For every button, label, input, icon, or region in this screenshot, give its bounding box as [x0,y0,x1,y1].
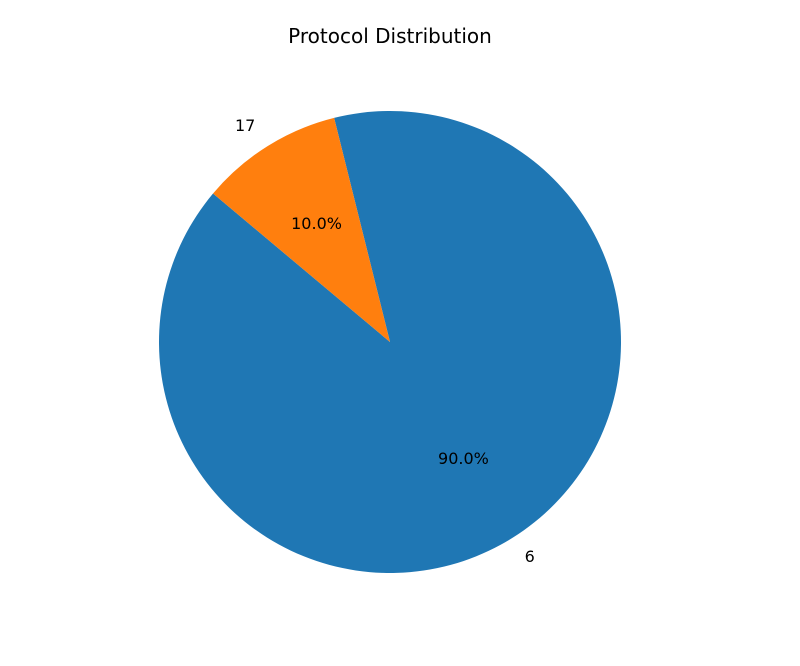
slice-label-6: 6 [525,547,535,566]
slice-label-17: 17 [235,116,255,135]
pie-slice-17 [213,117,390,342]
pie-labels: 6 90.0% 17 10.0% [235,116,535,566]
pie-slices [159,111,621,573]
chart-title: Protocol Distribution [288,24,492,48]
percent-label-6: 90.0% [438,449,489,468]
percent-label-17: 10.0% [291,214,342,233]
